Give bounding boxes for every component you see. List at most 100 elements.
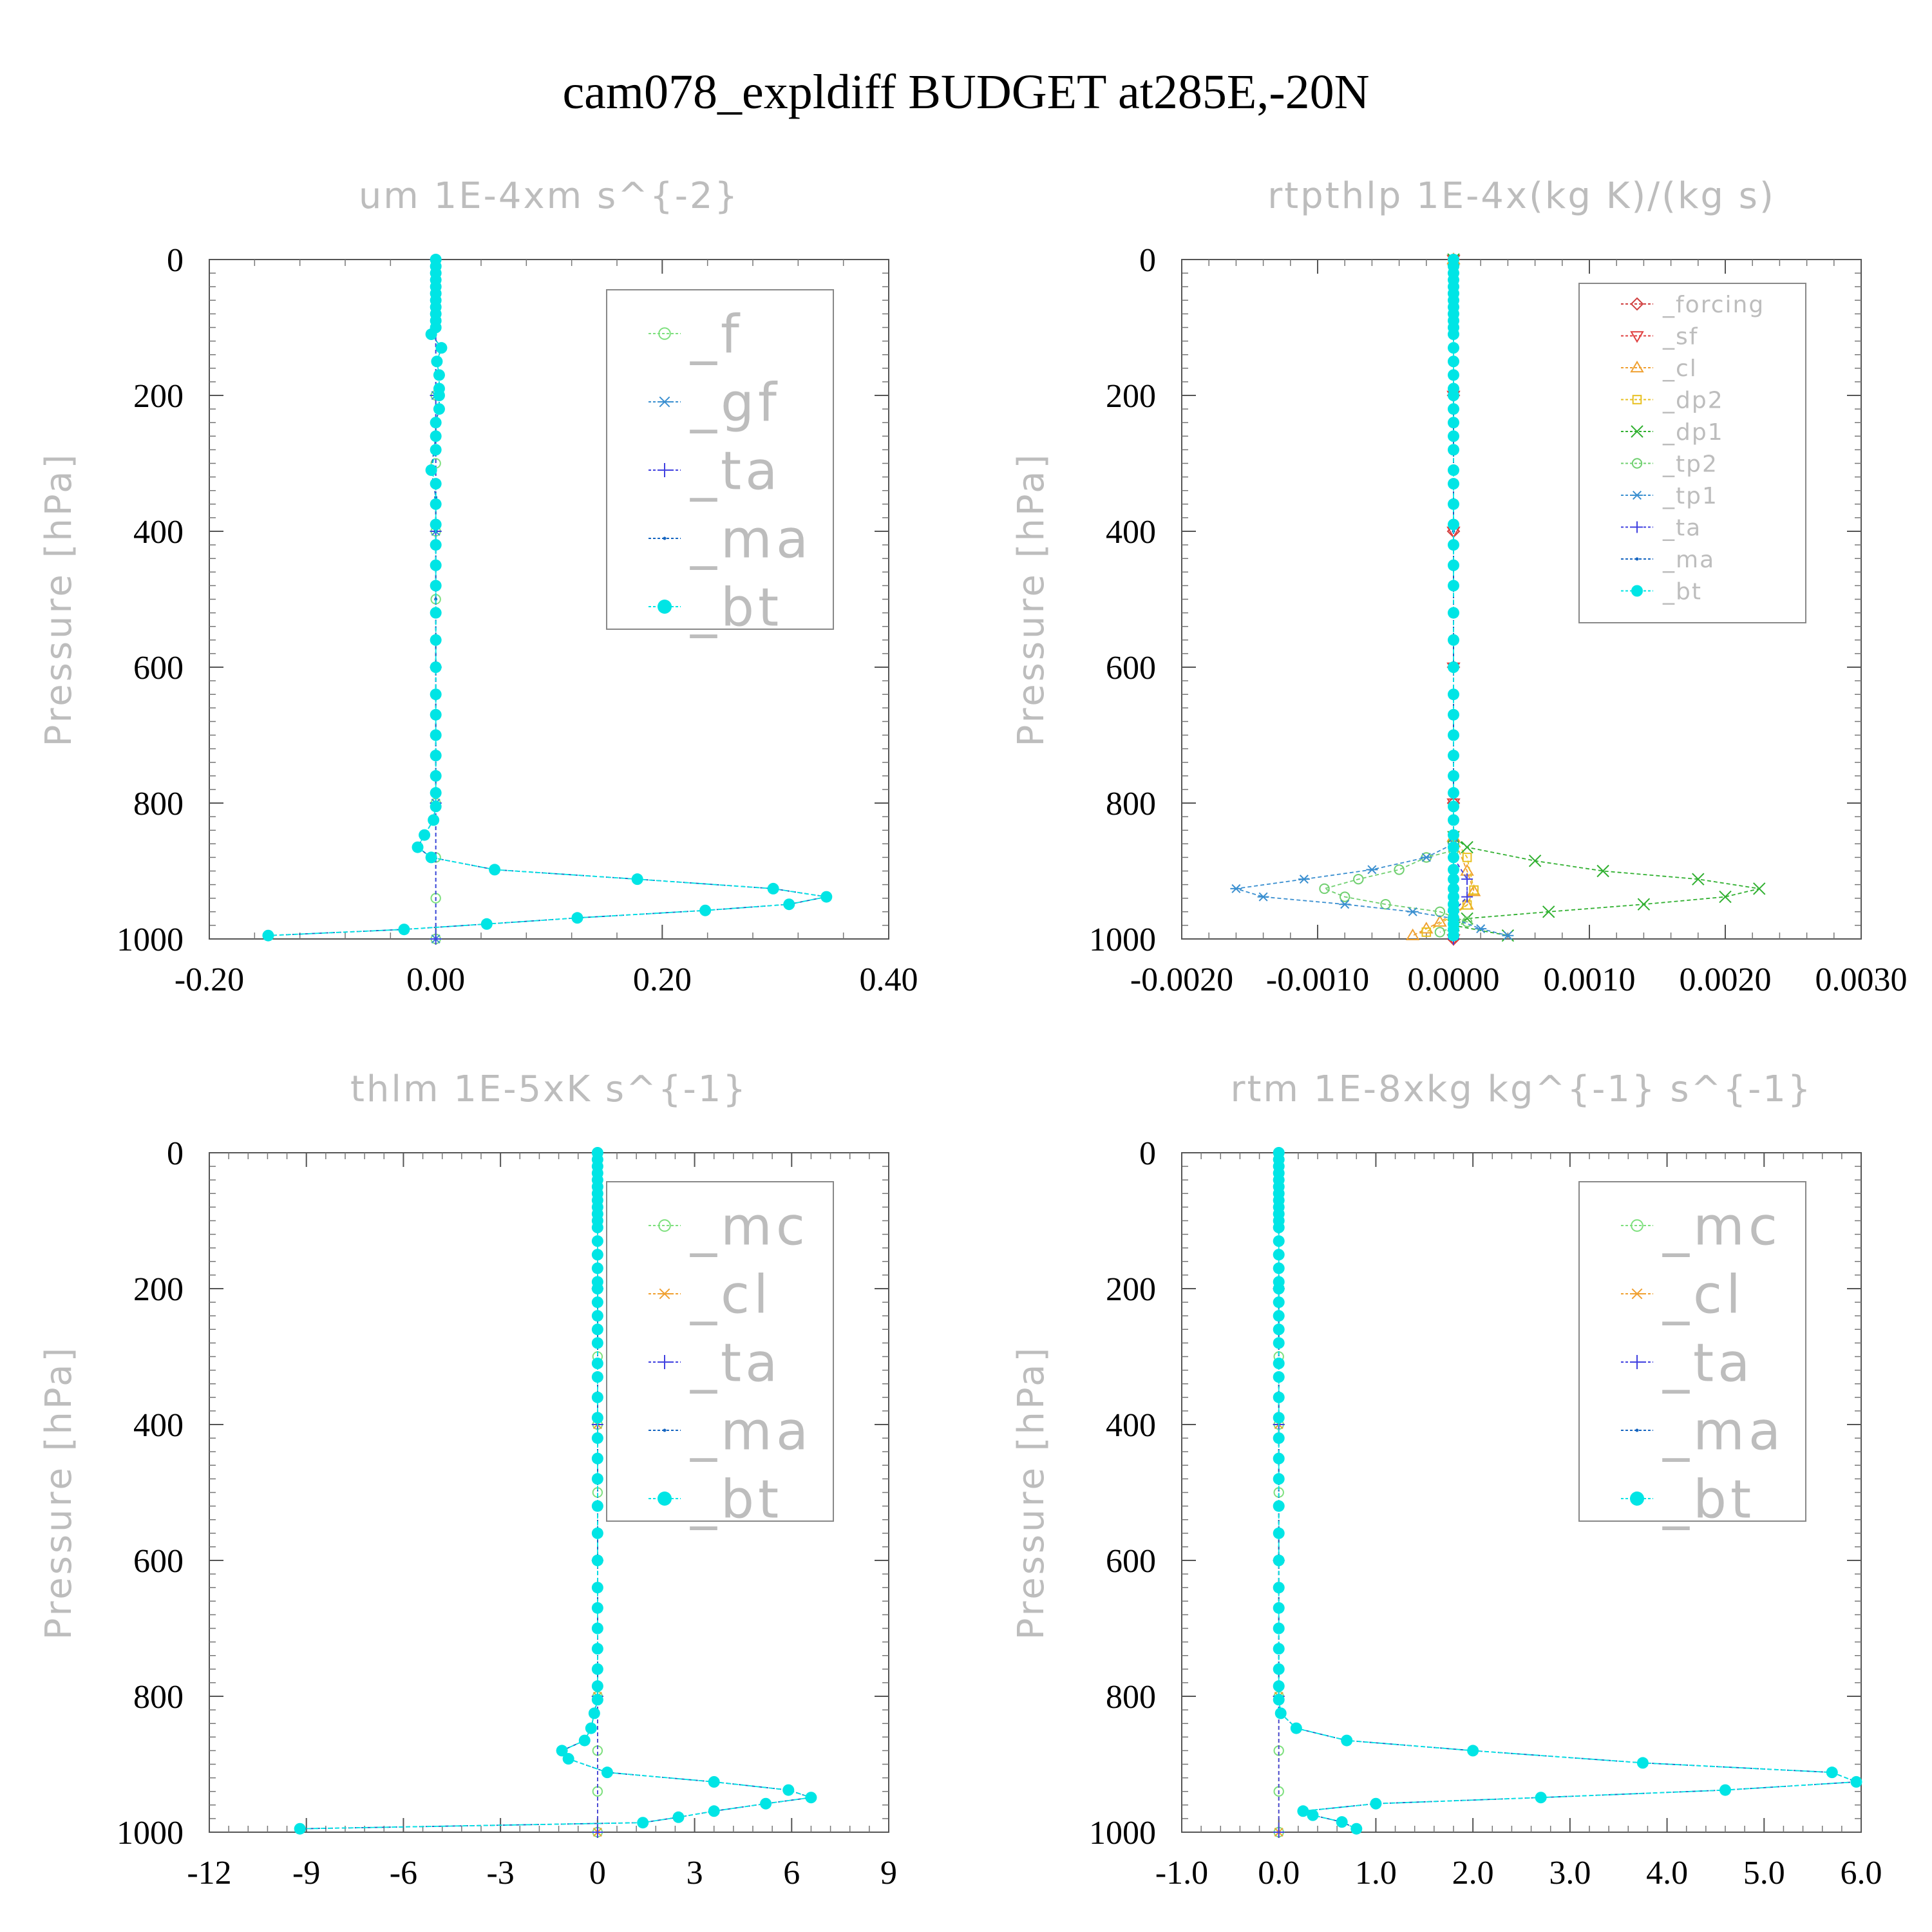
legend: _mc _cl _ta _ma _bt [1578,1181,1806,1531]
legend-item-ta: _ta [1621,1333,1750,1394]
data-point [1448,864,1459,876]
legend-marker [1630,1355,1644,1369]
data-point [262,929,274,942]
legend-item-cl: _cl [1621,1265,1745,1326]
x-tick-label: -9 [292,1855,320,1891]
data-point [1273,1391,1285,1403]
x-tick-label: 0.00 [406,961,465,998]
series-line [1236,260,1508,936]
data-point [578,1734,591,1747]
data-point [433,403,445,415]
legend-label: _ma [1662,547,1715,573]
data-point [1448,688,1459,701]
panel-title: thlm 1E-5xK s^{-1} [350,1068,748,1110]
x-tick-label: 4.0 [1646,1855,1688,1891]
y-tick-label: 0 [167,1135,184,1172]
series-bt [1273,1147,1862,1835]
data-point [1405,928,1420,941]
panel-title: rtm 1E-8xkg kg^{-1} s^{-1} [1230,1068,1812,1110]
data-point [430,539,442,551]
y-tick-label: 800 [133,1679,184,1716]
data-point [708,1776,720,1788]
legend: _f _gf _ta _ma _bt [606,289,834,639]
y-tick-label: 0 [1139,1135,1156,1172]
data-point [588,1707,600,1719]
data-point [1448,729,1459,741]
x-tick-label: -0.20 [175,961,244,998]
data-point [591,1412,603,1424]
legend-marker [1631,458,1643,469]
data-point [820,891,833,903]
data-point [1339,900,1351,909]
data-point [1596,864,1609,878]
data-point [1448,708,1459,721]
data-point [1257,892,1269,902]
data-point [556,1745,568,1757]
x-tick-label: 3.0 [1549,1855,1591,1891]
legend-item-bt: _bt [649,578,782,639]
data-point [1448,342,1459,354]
legend-item-ta: _ta [1621,515,1700,541]
legend-marker [1631,585,1643,597]
legend-item-cl: _cl [649,1265,768,1326]
data-point [480,918,493,930]
data-point [1448,882,1459,895]
legend-marker [658,600,672,614]
legend-marker [663,1428,667,1432]
data-point [1298,875,1310,884]
x-tick-label: 9 [880,1855,897,1891]
data-point [1341,1734,1353,1747]
legend: _mc _cl _ta _ma _bt [606,1181,834,1531]
data-point [1273,1500,1285,1512]
series-line [1412,260,1475,936]
legend-label: _dp1 [1662,419,1724,446]
data-point [489,864,501,876]
x-tick-label: 6 [783,1855,800,1891]
chart-panel-3: thlm 1E-5xK s^{-1} Pressure [hPa] 0 200 400 6… [38,1068,897,1891]
data-point [1826,1766,1838,1779]
legend-label: _ta [690,441,781,502]
data-point [1297,1805,1309,1817]
x-tick-label: -3 [486,1855,514,1891]
data-point [1448,634,1459,646]
data-point [1448,328,1459,341]
legend-marker [658,327,671,340]
legend-label: _ma [690,1401,812,1463]
data-point [591,1222,603,1234]
legend-label: _bt [690,578,782,639]
data-point [591,1452,603,1464]
data-point [591,1235,603,1247]
data-point [430,661,442,673]
data-point [1753,882,1766,895]
data-point [1273,1262,1285,1274]
legend-marker [1631,521,1643,533]
data-point [1461,891,1473,903]
data-point [1307,1809,1319,1821]
data-point [1380,898,1391,910]
data-point [1273,1249,1285,1261]
data-point [425,464,437,477]
data-point [591,1473,603,1485]
data-point [1273,1602,1285,1614]
x-tick-label: 3 [687,1855,703,1891]
data-point [591,1643,603,1655]
data-point [430,729,442,741]
data-point [805,1792,817,1804]
x-tick-label: -6 [390,1855,417,1891]
data-point [1273,1337,1285,1349]
data-point [430,580,442,592]
data-point [1273,1694,1285,1706]
legend-item-ta: _ta [649,1333,777,1394]
data-point [1535,1792,1547,1804]
series-dp1 [1447,253,1766,942]
legend-label: _cl [1662,1265,1745,1326]
data-point [430,417,442,429]
data-point [1273,1432,1285,1444]
x-tick-label: 0.0000 [1408,961,1500,998]
data-point [1448,559,1459,571]
legend-item-ma: _ma [1621,547,1715,573]
data-point [1448,661,1459,673]
data-point [1273,1643,1285,1655]
x-tick-label: -1.0 [1155,1855,1208,1891]
data-point [1434,927,1446,938]
